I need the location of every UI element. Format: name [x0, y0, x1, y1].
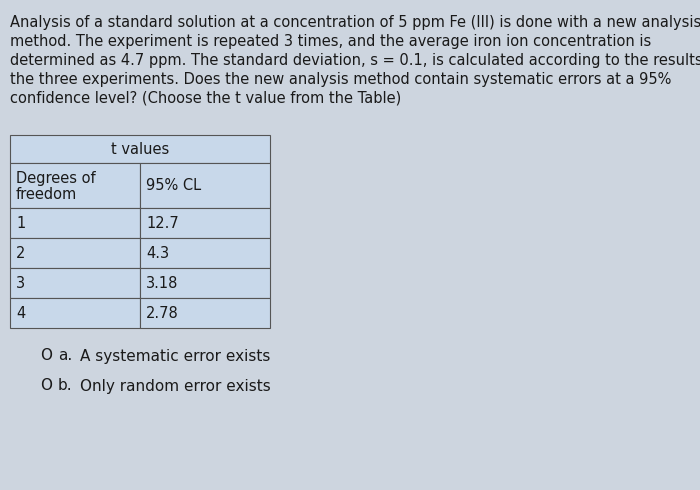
Text: Analysis of a standard solution at a concentration of 5 ppm Fe (III) is done wit: Analysis of a standard solution at a con… [10, 15, 700, 30]
Text: 2.78: 2.78 [146, 305, 178, 320]
Text: O: O [40, 348, 52, 364]
Text: determined as 4.7 ppm. The standard deviation, s = 0.1, is calculated according : determined as 4.7 ppm. The standard devi… [10, 53, 700, 68]
Text: 3.18: 3.18 [146, 275, 178, 291]
Text: Degrees of: Degrees of [16, 171, 96, 186]
Bar [10, 268, 140, 298]
Text: t values: t values [111, 142, 169, 156]
Text: 4.3: 4.3 [146, 245, 169, 261]
Bar [140, 163, 270, 208]
Bar [140, 238, 270, 268]
Bar [140, 298, 270, 328]
Bar [10, 135, 270, 163]
Text: O: O [40, 378, 52, 393]
Text: freedom: freedom [16, 187, 77, 202]
Text: b.: b. [58, 378, 73, 393]
Bar [10, 163, 140, 208]
Text: a.: a. [58, 348, 72, 364]
Bar [10, 208, 140, 238]
Text: 2: 2 [16, 245, 25, 261]
Text: 12.7: 12.7 [146, 216, 178, 230]
Text: the three experiments. Does the new analysis method contain systematic errors at: the three experiments. Does the new anal… [10, 72, 671, 87]
Text: 95% CL: 95% CL [146, 178, 201, 193]
Text: 1: 1 [16, 216, 25, 230]
Text: 4: 4 [16, 305, 25, 320]
Bar [10, 238, 140, 268]
Text: confidence level? (Choose the t value from the Table): confidence level? (Choose the t value fr… [10, 91, 401, 106]
Bar [140, 208, 270, 238]
Text: 3: 3 [16, 275, 25, 291]
Bar [10, 298, 140, 328]
Bar [140, 268, 270, 298]
Text: Only random error exists: Only random error exists [80, 378, 271, 393]
Text: A systematic error exists: A systematic error exists [80, 348, 270, 364]
Text: method. The experiment is repeated 3 times, and the average iron ion concentrati: method. The experiment is repeated 3 tim… [10, 34, 651, 49]
